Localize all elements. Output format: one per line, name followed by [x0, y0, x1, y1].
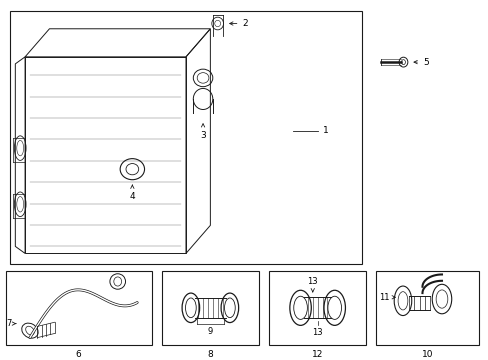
Text: 9: 9	[207, 327, 213, 336]
Bar	[375, 271, 478, 345]
Text: 11: 11	[378, 293, 388, 302]
Text: 4: 4	[129, 192, 135, 201]
Bar	[161, 271, 259, 345]
Text: 2: 2	[242, 19, 247, 28]
Text: 1: 1	[322, 126, 327, 135]
Text: 6: 6	[76, 350, 81, 359]
Bar	[268, 271, 366, 345]
Text: 5: 5	[422, 58, 428, 67]
Text: 12: 12	[311, 350, 323, 359]
Text: 10: 10	[421, 350, 432, 359]
Bar	[10, 11, 361, 264]
Text: 13: 13	[307, 277, 317, 286]
Text: 13: 13	[312, 328, 322, 337]
Bar	[5, 271, 152, 345]
Text: 8: 8	[207, 350, 213, 359]
Text: 7: 7	[6, 319, 11, 328]
Text: 3: 3	[200, 131, 205, 140]
